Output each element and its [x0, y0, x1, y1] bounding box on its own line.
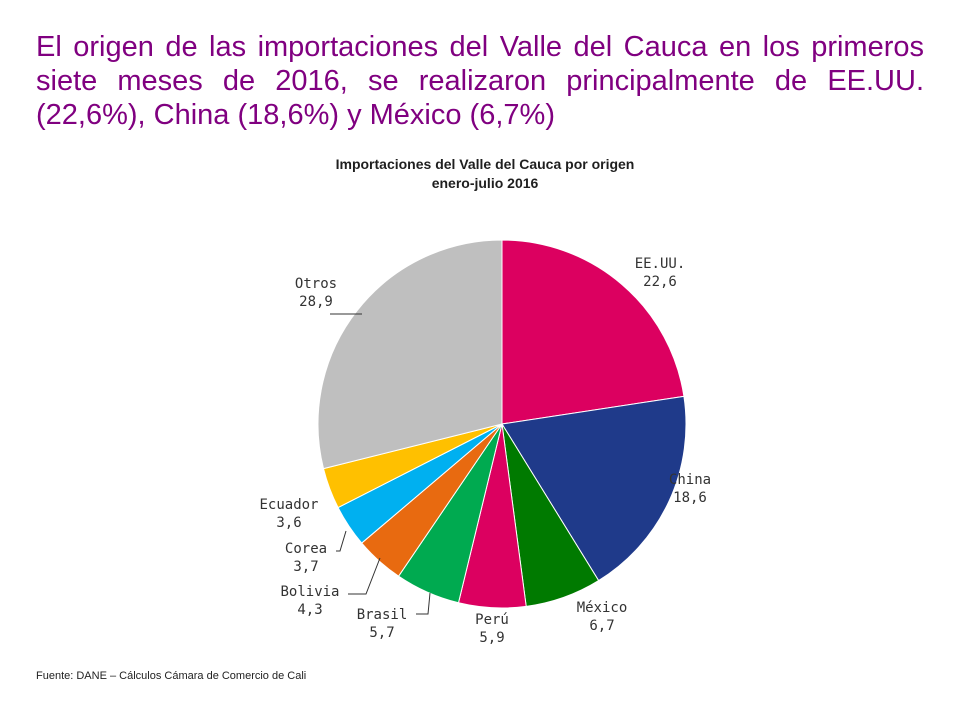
slice-value-ee-uu: 22,6: [643, 274, 677, 290]
slice-label-ee-uu: EE.UU.: [635, 256, 686, 272]
chart-title-block: Importaciones del Valle del Cauca por or…: [240, 155, 730, 193]
chart-title: Importaciones del Valle del Cauca por or…: [335, 156, 635, 172]
slice-value-per: 5,9: [479, 630, 504, 646]
leader-line-corea: [336, 530, 347, 552]
pie-slice-china: [501, 395, 687, 582]
slice-value-ecuador: 3,6: [276, 515, 301, 531]
slice-label-bolivia: Bolivia: [280, 584, 339, 600]
pie-slice-ee-uu: [501, 239, 685, 425]
slice-value-brasil: 5,7: [369, 625, 394, 641]
slice-value-bolivia: 4,3: [297, 602, 322, 618]
leader-line-brasil: [416, 592, 431, 615]
slice-label-corea: Corea: [285, 541, 327, 557]
leader-line-bolivia: [348, 557, 381, 595]
slice-value-corea: 3,7: [293, 559, 318, 575]
slice-label-per: Perú: [475, 612, 509, 628]
source-note: Fuente: DANE – Cálculos Cámara de Comerc…: [36, 670, 307, 682]
slide-headline: El origen de las importaciones del Valle…: [36, 31, 924, 131]
slice-label-china: China: [669, 472, 711, 488]
slice-label-brasil: Brasil: [357, 607, 408, 623]
pie-slice-otros: [317, 239, 503, 470]
slice-label-otros: Otros: [295, 276, 337, 292]
chart-subtitle: enero-julio 2016: [431, 175, 539, 191]
slice-label-ecuador: Ecuador: [259, 497, 318, 513]
slice-value-otros: 28,9: [299, 294, 333, 310]
slice-value-m-xico: 6,7: [589, 618, 614, 634]
slice-label-m-xico: México: [577, 600, 628, 616]
slice-value-china: 18,6: [673, 490, 707, 506]
